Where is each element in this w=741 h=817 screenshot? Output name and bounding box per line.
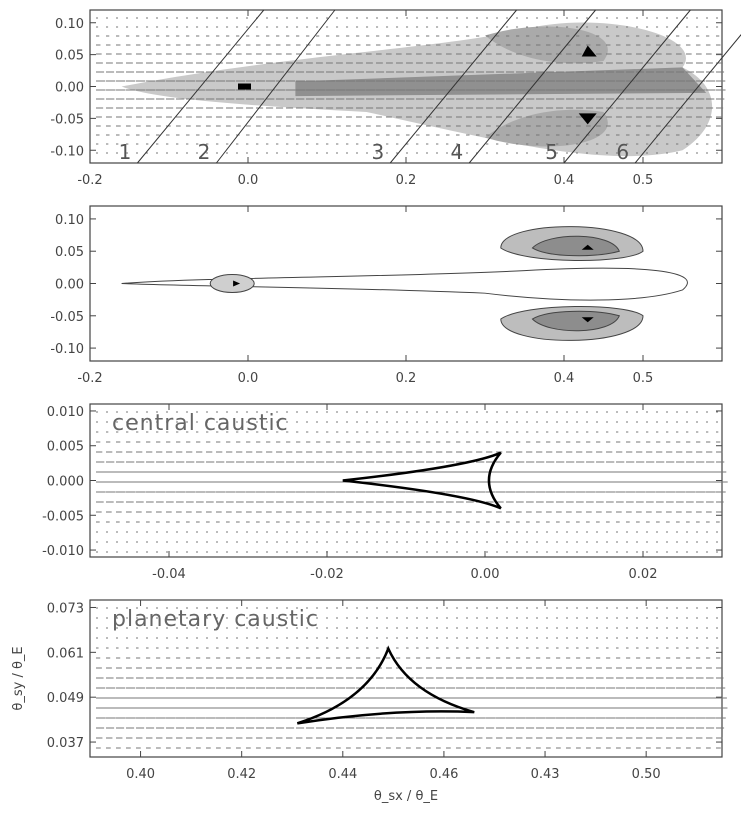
x-tick-label: 0.0 — [238, 371, 259, 386]
trajectory-line — [634, 34, 741, 164]
y-tick-label: 0.10 — [55, 213, 84, 228]
x-tick-label: 0.02 — [629, 567, 658, 582]
caustic-mark — [581, 317, 594, 323]
y-tick-label: -0.05 — [50, 310, 84, 325]
caustic-mark — [581, 244, 594, 250]
panel-contours: -0.2 0.0 0.2 0.4 0.5 0.10 0.05 0.00 -0.05 -0.10 — [50, 205, 723, 386]
x-tick-label: 0.2 — [396, 371, 417, 386]
x-axis-label: θ_sx / θ_E — [374, 789, 438, 804]
contour-inner — [531, 235, 620, 257]
x-tick-label: 0.46 — [429, 767, 458, 782]
trajectory-label: 5 — [545, 140, 558, 164]
caustic-mark — [238, 83, 251, 90]
panel-title: central caustic — [112, 411, 289, 436]
y-tick-label: 0.00 — [55, 278, 84, 293]
plot-frame — [89, 205, 723, 362]
trajectory-line — [137, 9, 265, 164]
trajectory-label: 4 — [450, 140, 463, 164]
y-tick-label: -0.10 — [50, 144, 84, 159]
x-tick-label: -0.2 — [77, 371, 102, 386]
y-tick-label: 0.000 — [47, 475, 84, 490]
trajectory-line — [216, 9, 336, 164]
x-tick-label: 0.50 — [632, 767, 661, 782]
x-tick-label: -0.04 — [152, 567, 186, 582]
y-tick-label: 0.00 — [55, 81, 84, 96]
trajectory-line — [468, 9, 596, 164]
y-tick-label: 0.037 — [47, 736, 84, 751]
y-tick-label: 0.005 — [47, 440, 84, 455]
y-tick-label: 0.049 — [47, 691, 84, 706]
x-tick-label: 0.44 — [328, 767, 357, 782]
x-tick-label: 0.4 — [554, 173, 575, 188]
y-tick-label: -0.010 — [42, 544, 84, 559]
trajectory-line — [563, 9, 691, 164]
trajectory-label: 2 — [198, 140, 211, 164]
trajectory-label: 6 — [616, 140, 629, 164]
panel-title: planetary caustic — [112, 607, 319, 632]
caustic-mark — [578, 113, 597, 125]
panel-planetary-caustic: 0.40 0.42 0.44 0.46 0.43 0.50 0.073 0.061 0.049 0… — [11, 599, 728, 804]
panel-central-caustic: -0.04 -0.02 0.00 0.02 0.010 0.005 0.000 -0.005 -… — [42, 403, 728, 582]
y-tick-label: -0.005 — [42, 509, 84, 524]
y-tick-label: 0.061 — [47, 646, 84, 661]
y-tick-label: 0.010 — [47, 405, 84, 420]
x-tick-label: 0.0 — [238, 173, 259, 188]
x-tick-label: 0.5 — [633, 371, 654, 386]
contour-line — [121, 267, 688, 301]
caustic-mark — [581, 45, 597, 57]
y-axis-label: θ_sy / θ_E — [11, 646, 26, 710]
dark-band — [295, 67, 707, 97]
x-tick-label: 0.43 — [531, 767, 560, 782]
contour-inner — [531, 310, 620, 332]
x-tick-label: 0.4 — [554, 371, 575, 386]
y-tick-label: 0.05 — [55, 49, 84, 64]
y-tick-label: -0.10 — [50, 342, 84, 357]
trajectory-label: 3 — [371, 140, 384, 164]
y-tick-label: 0.073 — [47, 601, 84, 616]
x-tick-label: 0.2 — [396, 173, 417, 188]
contour-central — [209, 274, 255, 293]
panel-trajectories: -0.2 0.0 0.2 0.4 0.5 0.10 0.05 0.00 -0.05 -0.10 1 2… — [50, 9, 741, 188]
caustic-mark — [233, 280, 241, 287]
x-tick-label: 0.00 — [471, 567, 500, 582]
x-tick-label: -0.2 — [77, 173, 102, 188]
trajectory-line — [389, 9, 517, 164]
x-tick-label: 0.40 — [126, 767, 155, 782]
caustic-curve — [342, 451, 502, 510]
y-tick-label: -0.05 — [50, 112, 84, 127]
x-tick-label: -0.02 — [310, 567, 344, 582]
trajectory-label: 1 — [119, 140, 132, 164]
y-tick-label: 0.10 — [55, 17, 84, 32]
x-tick-label: 0.5 — [633, 173, 654, 188]
x-tick-label: 0.42 — [227, 767, 256, 782]
y-tick-label: 0.05 — [55, 245, 84, 260]
dark-region — [485, 109, 608, 147]
caustic-curve — [296, 645, 475, 725]
